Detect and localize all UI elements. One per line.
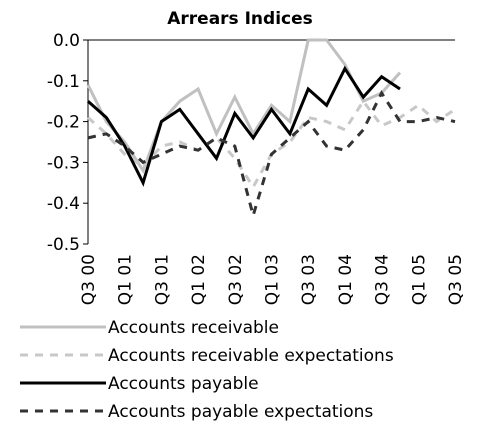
y-tick-label: 0.0 [53, 31, 80, 51]
legend-label: Accounts payable [108, 374, 259, 394]
x-tick-label: Q1 02 [189, 254, 209, 305]
x-tick-label: Q1 01 [116, 254, 136, 305]
x-tick-label: Q1 03 [263, 254, 283, 305]
y-tick-label: -0.5 [47, 235, 80, 255]
legend-label: Accounts receivable expectations [108, 346, 394, 366]
x-tick-label: Q3 02 [226, 254, 246, 305]
y-tick-label: -0.2 [47, 113, 80, 133]
x-tick-label: Q1 05 [409, 254, 429, 305]
x-tick-label: Q3 01 [152, 254, 172, 305]
y-tick-label: -0.4 [47, 194, 80, 214]
x-tick-label: Q3 00 [79, 254, 99, 305]
legend-label: Accounts receivable [108, 318, 279, 338]
series-line [87, 98, 456, 190]
series-line [87, 65, 401, 187]
legend-label: Accounts payable expectations [108, 402, 373, 422]
x-tick-label: Q3 05 [446, 254, 466, 305]
chart-title: Arrears Indices [167, 9, 313, 29]
y-tick-label: -0.1 [47, 72, 80, 92]
x-tick-label: Q3 03 [299, 254, 319, 305]
y-tick-label: -0.3 [47, 153, 80, 173]
x-tick-label: Q3 04 [373, 254, 393, 305]
series-line [87, 89, 456, 221]
x-tick-label: Q1 04 [336, 254, 356, 305]
series-line [86, 38, 402, 174]
